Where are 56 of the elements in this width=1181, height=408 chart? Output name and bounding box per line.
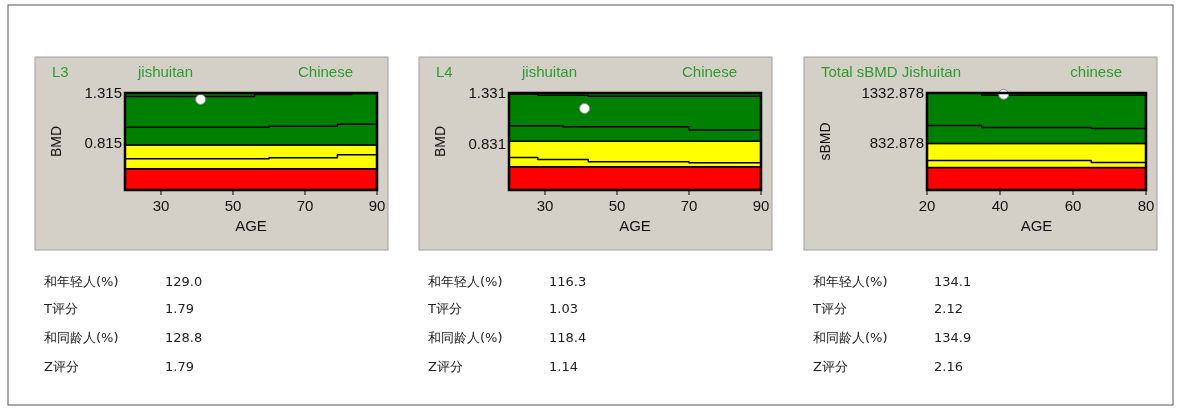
text: 129.0 (165, 273, 203, 289)
text: 128.8 (165, 329, 203, 345)
text: Z评分 (428, 358, 463, 374)
y-tick-label: 0.831 (468, 135, 506, 153)
chart-title: Total sBMD Jishuitan (821, 63, 962, 80)
chart-subtitle: jishuitan (137, 63, 194, 80)
x-tick-label: 80 (1137, 197, 1155, 214)
y-tick-label: 832.878 (869, 134, 924, 152)
x-axis-title: AGE (1020, 217, 1053, 234)
text: 和同龄人(%) (44, 329, 119, 345)
text: T评分 (427, 300, 462, 316)
text: 116.3 (549, 273, 587, 289)
text: 和年轻人(%) (428, 273, 503, 289)
text: T评分 (43, 300, 78, 316)
chart-subtitle: jishuitan (521, 63, 578, 80)
y-tick-label: 1.315 (84, 84, 122, 102)
text: 118.4 (549, 329, 587, 345)
text: 1.79 (165, 358, 194, 374)
y-tick-label: 1.331 (468, 84, 506, 102)
x-tick-label: 70 (296, 197, 314, 214)
x-tick-label: 50 (224, 197, 242, 214)
y-tick-label: 1332.878 (861, 84, 924, 102)
text: 1.14 (549, 358, 578, 374)
text: Z评分 (44, 358, 79, 374)
text: 和同龄人(%) (813, 329, 888, 345)
x-tick-label: 90 (368, 197, 386, 214)
text: Chinese (297, 63, 353, 80)
x-tick-label: 30 (536, 197, 554, 214)
text: 和同龄人(%) (428, 329, 503, 345)
text: 2.12 (934, 300, 963, 316)
x-axis-title: AGE (235, 217, 267, 234)
text: 1.79 (165, 300, 194, 316)
y-axis-title: BMD (48, 125, 64, 158)
text: Chinese (681, 63, 737, 80)
y-axis-title: sBMD (817, 122, 833, 161)
text: Z评分 (813, 358, 848, 374)
x-tick-label: 70 (680, 197, 698, 214)
x-tick-label: 50 (608, 197, 626, 214)
x-axis-title: AGE (619, 217, 651, 234)
text: T评分 (812, 300, 847, 316)
y-axis-title: BMD (432, 125, 448, 158)
text: 2.16 (934, 358, 963, 374)
x-tick-label: 90 (752, 197, 770, 214)
x-tick-label: 40 (991, 197, 1009, 214)
chart-title: L4 (436, 63, 453, 80)
y-tick-label: 0.815 (84, 133, 122, 151)
text: chinese (1070, 63, 1122, 80)
x-tick-label: 30 (152, 197, 170, 214)
x-tick-label: 60 (1064, 197, 1082, 214)
text: 134.1 (934, 273, 972, 289)
text: 和年轻人(%) (44, 273, 119, 289)
chart-title: L3 (52, 63, 69, 80)
text: 和年轻人(%) (813, 273, 888, 289)
x-tick-label: 20 (918, 197, 936, 214)
text: 134.9 (934, 329, 972, 345)
text: 1.03 (549, 300, 578, 316)
